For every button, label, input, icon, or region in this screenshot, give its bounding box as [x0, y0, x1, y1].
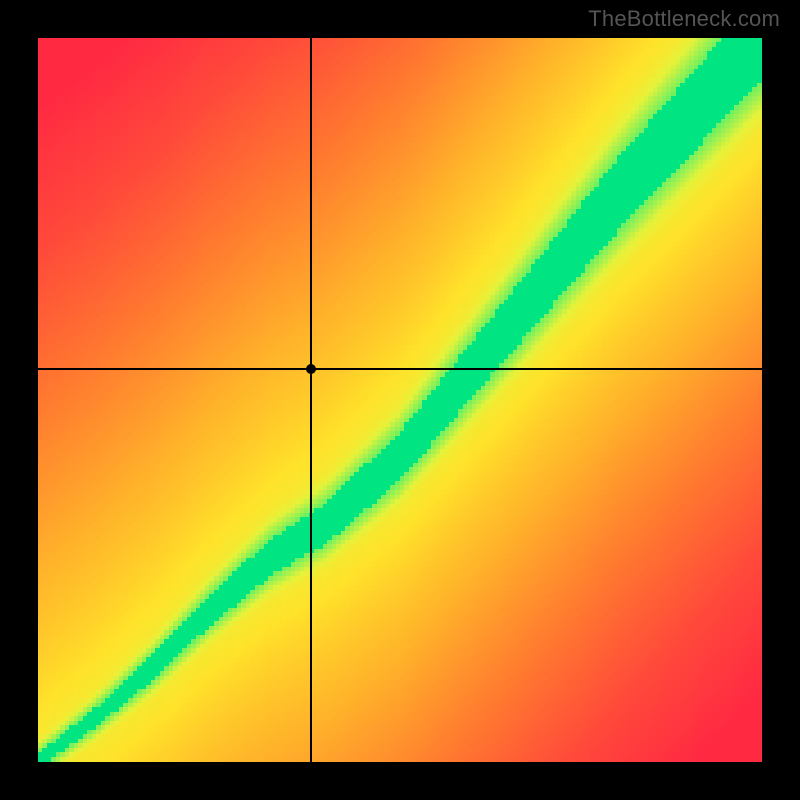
watermark-text: TheBottleneck.com [588, 6, 780, 32]
crosshair-horizontal [38, 368, 762, 370]
crosshair-point [306, 364, 316, 374]
figure-root: { "watermark": { "text": "TheBottleneck.… [0, 0, 800, 800]
heatmap-canvas [38, 38, 762, 762]
crosshair-vertical [310, 38, 312, 762]
heatmap-plot [38, 38, 762, 762]
